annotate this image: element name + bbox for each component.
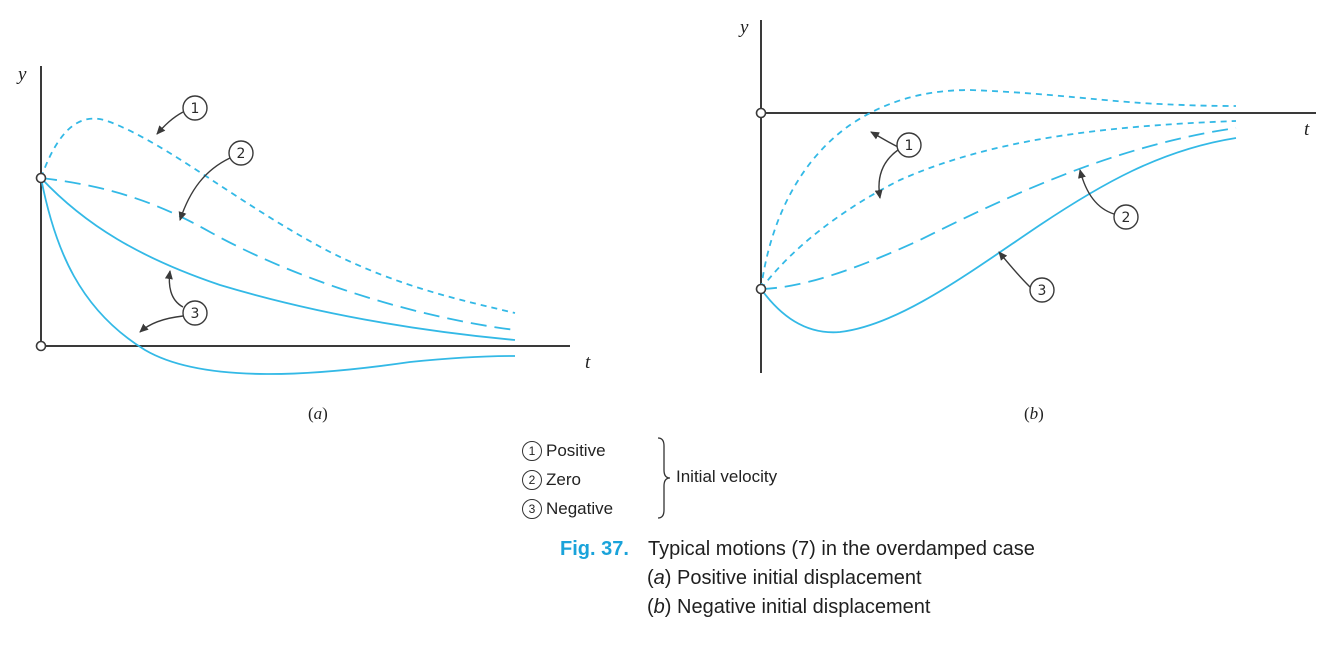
panel-b-t-label: t — [1304, 119, 1310, 140]
panel-b-callout-2: 2 — [1113, 204, 1139, 230]
legend-label-negative: Negative — [546, 499, 614, 518]
svg-text:3: 3 — [191, 306, 200, 322]
panel-a-y-label: y — [16, 64, 27, 85]
caption-line-b: (b) Negative initial displacement — [647, 596, 931, 618]
caption-title: Typical motions (7) in the overdamped ca… — [648, 538, 1035, 560]
panel-b-callout-1: 1 — [896, 132, 922, 158]
panel-b-y-label: y — [738, 17, 749, 38]
svg-text:1: 1 — [905, 138, 914, 154]
legend-label-zero: Zero — [546, 470, 581, 489]
legend-group-label: Initial velocity — [676, 467, 778, 486]
panel-b-callout-3: 3 — [1029, 277, 1055, 303]
panel-a-curve-negative-1 — [40, 177, 516, 341]
panel-a-callout-3: 3 — [182, 300, 208, 326]
panel-b-callout-2-arrow — [1078, 169, 1115, 215]
caption-line-a-text: Positive initial displacement — [677, 567, 922, 589]
svg-text:2: 2 — [1122, 210, 1131, 226]
panel-b-label: (b) — [1024, 404, 1044, 423]
legend-item-negative: 3 Negative — [522, 496, 613, 522]
caption-line-a: (a) Positive initial displacement — [647, 567, 922, 589]
panel-a-callout-1-arrow — [156, 111, 184, 135]
panel-a-callout-3-arrow-lower — [139, 315, 184, 333]
caption-line-a-letter: a — [653, 567, 665, 589]
panel-b: y t 1 2 3 (b) — [738, 17, 1316, 423]
overdamped-motion-figure: y t 1 2 3 (a) y t — [16, 17, 1316, 423]
panel-a-label: (a) — [308, 404, 328, 423]
panel-b-curve-positive-2 — [760, 120, 1237, 290]
legend-number-3: 3 — [522, 499, 542, 519]
panel-b-curve-positive-1 — [760, 89, 1237, 290]
legend-label-positive: Positive — [546, 441, 606, 460]
panel-a-curve-zero — [40, 177, 516, 331]
panel-b-origin-marker — [755, 107, 767, 119]
caption-line-b-text: Negative initial displacement — [677, 596, 931, 618]
legend-item-zero: 2 Zero — [522, 467, 581, 493]
panel-a-callout-3-arrow-upper — [164, 270, 184, 308]
panel-a-callout-1: 1 — [182, 95, 208, 121]
panel-b-curve-zero — [760, 127, 1237, 290]
panel-b-callout-1-arrow-upper — [870, 131, 899, 148]
panel-b-curve-negative — [760, 137, 1237, 334]
panel-a-callout-2-arrow — [178, 157, 231, 221]
panel-a-t-label: t — [585, 352, 591, 373]
panel-a: y t 1 2 3 (a) — [16, 64, 591, 423]
panel-a-curve-negative-2 — [40, 177, 516, 375]
panel-a-callout-2: 2 — [228, 140, 254, 166]
svg-text:3: 3 — [1038, 283, 1047, 299]
panel-a-curve-positive — [40, 117, 516, 314]
panel-a-origin-marker — [35, 340, 47, 352]
caption-fig-label: Fig. 37. — [560, 538, 629, 560]
svg-text:2: 2 — [237, 146, 246, 162]
panel-a-initial-displacement-marker — [35, 172, 47, 184]
panel-b-initial-displacement-marker — [755, 283, 767, 295]
caption-line-b-letter: b — [653, 596, 665, 618]
panel-b-callout-3-arrow — [998, 251, 1031, 288]
legend-number-2: 2 — [522, 470, 542, 490]
legend: 1 Positive 2 Zero 3 Negative Initial vel… — [522, 436, 822, 528]
legend-brace — [657, 437, 671, 519]
svg-text:1: 1 — [191, 101, 200, 117]
panel-b-callout-1-arrow-lower — [874, 149, 899, 199]
legend-item-positive: 1 Positive — [522, 438, 606, 464]
legend-number-1: 1 — [522, 441, 542, 461]
